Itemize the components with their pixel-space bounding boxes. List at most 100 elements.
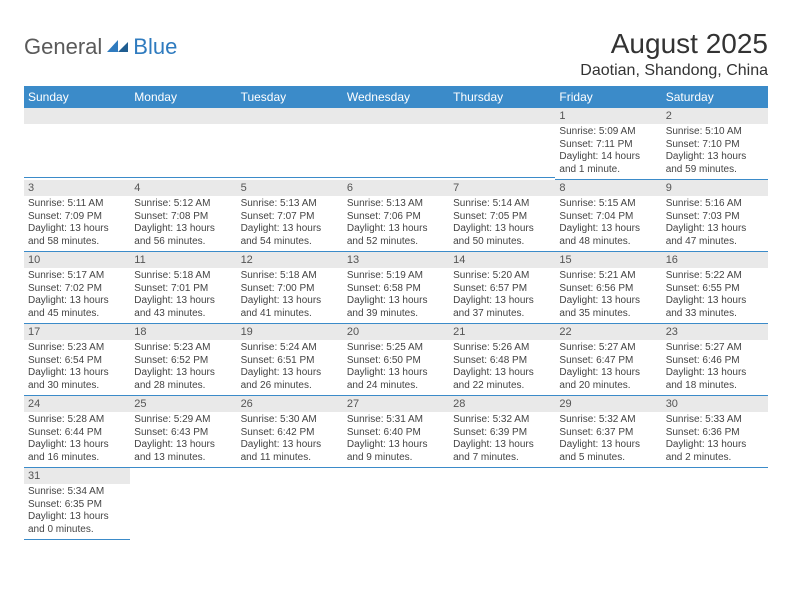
day-number [237, 108, 343, 124]
sunrise-text: Sunrise: 5:18 AM [241, 270, 339, 283]
day-body [343, 484, 449, 538]
sunset-text: Sunset: 7:02 PM [28, 283, 126, 296]
day-number: 7 [449, 180, 555, 196]
sunrise-text: Sunrise: 5:13 AM [241, 198, 339, 211]
day-number: 5 [237, 180, 343, 196]
sunrise-text: Sunrise: 5:26 AM [453, 342, 551, 355]
day-cell: 12Sunrise: 5:18 AMSunset: 7:00 PMDayligh… [237, 252, 343, 324]
day-body: Sunrise: 5:17 AMSunset: 7:02 PMDaylight:… [24, 268, 130, 324]
day-number: 6 [343, 180, 449, 196]
day-cell [237, 468, 343, 540]
day-cell: 24Sunrise: 5:28 AMSunset: 6:44 PMDayligh… [24, 396, 130, 468]
sunrise-text: Sunrise: 5:09 AM [559, 126, 657, 139]
sunset-text: Sunset: 6:57 PM [453, 283, 551, 296]
title-block: August 2025 Daotian, Shandong, China [580, 28, 768, 80]
sunrise-text: Sunrise: 5:19 AM [347, 270, 445, 283]
day-body: Sunrise: 5:22 AMSunset: 6:55 PMDaylight:… [662, 268, 768, 324]
sunrise-text: Sunrise: 5:34 AM [28, 486, 126, 499]
day-body: Sunrise: 5:26 AMSunset: 6:48 PMDaylight:… [449, 340, 555, 396]
sunrise-text: Sunrise: 5:20 AM [453, 270, 551, 283]
flag-icon [106, 38, 130, 56]
day-body [130, 484, 236, 538]
sunrise-text: Sunrise: 5:23 AM [134, 342, 232, 355]
sunset-text: Sunset: 7:04 PM [559, 211, 657, 224]
day-number [449, 468, 555, 484]
day-body: Sunrise: 5:33 AMSunset: 6:36 PMDaylight:… [662, 412, 768, 468]
day-cell [237, 108, 343, 180]
day-cell: 4Sunrise: 5:12 AMSunset: 7:08 PMDaylight… [130, 180, 236, 252]
sunrise-text: Sunrise: 5:21 AM [559, 270, 657, 283]
day-body: Sunrise: 5:20 AMSunset: 6:57 PMDaylight:… [449, 268, 555, 324]
sunrise-text: Sunrise: 5:13 AM [347, 198, 445, 211]
day-body: Sunrise: 5:25 AMSunset: 6:50 PMDaylight:… [343, 340, 449, 396]
day-body: Sunrise: 5:18 AMSunset: 7:00 PMDaylight:… [237, 268, 343, 324]
day-cell: 31Sunrise: 5:34 AMSunset: 6:35 PMDayligh… [24, 468, 130, 540]
page-title: August 2025 [580, 28, 768, 60]
daylight-text: Daylight: 13 hours and 58 minutes. [28, 223, 126, 248]
day-body: Sunrise: 5:13 AMSunset: 7:07 PMDaylight:… [237, 196, 343, 252]
day-number: 18 [130, 324, 236, 340]
sunrise-text: Sunrise: 5:31 AM [347, 414, 445, 427]
day-cell: 11Sunrise: 5:18 AMSunset: 7:01 PMDayligh… [130, 252, 236, 324]
sunrise-text: Sunrise: 5:17 AM [28, 270, 126, 283]
day-body: Sunrise: 5:21 AMSunset: 6:56 PMDaylight:… [555, 268, 661, 324]
sunset-text: Sunset: 6:54 PM [28, 355, 126, 368]
day-body [449, 484, 555, 538]
day-number: 29 [555, 396, 661, 412]
daylight-text: Daylight: 13 hours and 45 minutes. [28, 295, 126, 320]
day-cell: 8Sunrise: 5:15 AMSunset: 7:04 PMDaylight… [555, 180, 661, 252]
logo: General Blue [24, 28, 177, 60]
day-cell: 6Sunrise: 5:13 AMSunset: 7:06 PMDaylight… [343, 180, 449, 252]
day-of-week-label: Thursday [449, 86, 555, 108]
day-body: Sunrise: 5:31 AMSunset: 6:40 PMDaylight:… [343, 412, 449, 468]
day-cell [555, 468, 661, 540]
header: General Blue August 2025 Daotian, Shando… [24, 28, 768, 80]
day-number [24, 108, 130, 124]
daylight-text: Daylight: 13 hours and 24 minutes. [347, 367, 445, 392]
logo-text-general: General [24, 34, 102, 60]
day-number: 4 [130, 180, 236, 196]
day-number [343, 108, 449, 124]
week-row: 17Sunrise: 5:23 AMSunset: 6:54 PMDayligh… [24, 324, 768, 396]
sunset-text: Sunset: 7:11 PM [559, 139, 657, 152]
day-number [130, 468, 236, 484]
day-body: Sunrise: 5:09 AMSunset: 7:11 PMDaylight:… [555, 124, 661, 180]
daylight-text: Daylight: 13 hours and 47 minutes. [666, 223, 764, 248]
sunset-text: Sunset: 7:01 PM [134, 283, 232, 296]
daylight-text: Daylight: 13 hours and 11 minutes. [241, 439, 339, 464]
sunrise-text: Sunrise: 5:11 AM [28, 198, 126, 211]
sunset-text: Sunset: 6:50 PM [347, 355, 445, 368]
day-cell: 3Sunrise: 5:11 AMSunset: 7:09 PMDaylight… [24, 180, 130, 252]
sunrise-text: Sunrise: 5:25 AM [347, 342, 445, 355]
day-cell [343, 468, 449, 540]
daylight-text: Daylight: 13 hours and 2 minutes. [666, 439, 764, 464]
day-number: 24 [24, 396, 130, 412]
sunrise-text: Sunrise: 5:16 AM [666, 198, 764, 211]
daylight-text: Daylight: 14 hours and 1 minute. [559, 151, 657, 176]
day-cell: 7Sunrise: 5:14 AMSunset: 7:05 PMDaylight… [449, 180, 555, 252]
location-text: Daotian, Shandong, China [580, 62, 768, 80]
day-cell [24, 108, 130, 180]
day-of-week-label: Friday [555, 86, 661, 108]
day-number: 20 [343, 324, 449, 340]
daylight-text: Daylight: 13 hours and 35 minutes. [559, 295, 657, 320]
sunrise-text: Sunrise: 5:32 AM [559, 414, 657, 427]
day-body: Sunrise: 5:14 AMSunset: 7:05 PMDaylight:… [449, 196, 555, 252]
daylight-text: Daylight: 13 hours and 41 minutes. [241, 295, 339, 320]
day-number: 21 [449, 324, 555, 340]
day-cell: 13Sunrise: 5:19 AMSunset: 6:58 PMDayligh… [343, 252, 449, 324]
day-number: 14 [449, 252, 555, 268]
day-cell: 17Sunrise: 5:23 AMSunset: 6:54 PMDayligh… [24, 324, 130, 396]
sunset-text: Sunset: 6:51 PM [241, 355, 339, 368]
sunset-text: Sunset: 6:43 PM [134, 427, 232, 440]
day-number: 27 [343, 396, 449, 412]
day-number: 19 [237, 324, 343, 340]
sunset-text: Sunset: 6:58 PM [347, 283, 445, 296]
sunrise-text: Sunrise: 5:30 AM [241, 414, 339, 427]
day-of-week-label: Wednesday [343, 86, 449, 108]
week-row: 1Sunrise: 5:09 AMSunset: 7:11 PMDaylight… [24, 108, 768, 180]
daylight-text: Daylight: 13 hours and 26 minutes. [241, 367, 339, 392]
daylight-text: Daylight: 13 hours and 52 minutes. [347, 223, 445, 248]
day-body: Sunrise: 5:23 AMSunset: 6:52 PMDaylight:… [130, 340, 236, 396]
day-body: Sunrise: 5:11 AMSunset: 7:09 PMDaylight:… [24, 196, 130, 252]
